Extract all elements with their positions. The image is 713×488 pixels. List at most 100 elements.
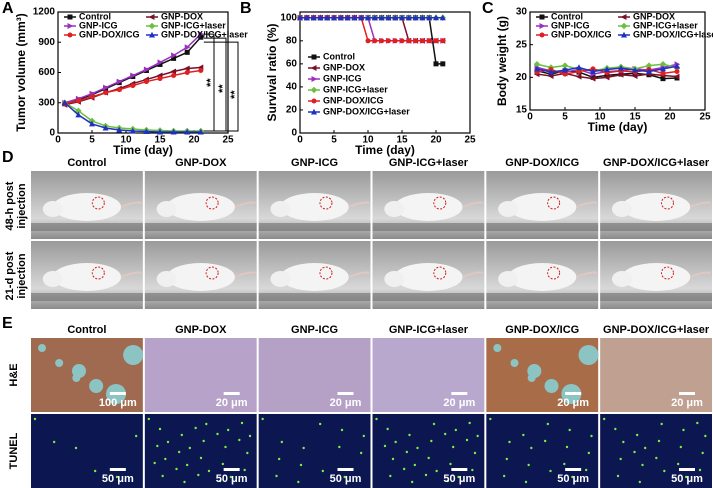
tunel-signal (183, 480, 186, 484)
legend-label: GNP-ICG+laser (633, 20, 698, 30)
ruler (144, 293, 257, 301)
marker (103, 84, 109, 91)
vacuole (72, 374, 81, 382)
mouse-body (52, 263, 122, 291)
tunel-signal (616, 474, 620, 478)
legend-label: GNP-DOX/ICG (79, 29, 140, 39)
tunel-signal (33, 417, 37, 421)
tunel-signal (164, 457, 167, 461)
marker (539, 32, 545, 38)
marker (157, 76, 163, 82)
vacuole (544, 379, 559, 393)
tunel-signal (221, 462, 225, 466)
x-tick-label: 25 (222, 135, 234, 146)
tunel-signal (394, 440, 397, 444)
marker (440, 38, 446, 44)
marker (392, 38, 398, 44)
tunel-signal (238, 438, 241, 442)
mouse-tail (689, 201, 712, 208)
marker (171, 55, 177, 61)
tunel-signal (643, 446, 647, 450)
tunel-signal (622, 440, 625, 444)
scale-bar-label: 20 μm (216, 397, 248, 409)
marker (130, 72, 137, 79)
marker (148, 22, 156, 30)
x-tick-label: 15 (396, 135, 408, 146)
marker (548, 68, 554, 75)
mouse-tail (234, 201, 256, 208)
tunel-signal (701, 451, 704, 455)
tunel-signal (246, 451, 249, 455)
tunel-signal (74, 446, 78, 450)
panel-label: C (482, 0, 494, 17)
tunel-signal (660, 422, 663, 426)
x-tick-label: 5 (89, 135, 95, 146)
marker (440, 61, 446, 67)
tunel-signal (261, 417, 264, 421)
tumor-marker (660, 266, 674, 280)
ruler (144, 223, 257, 231)
vacuole (38, 344, 46, 352)
tunel-signal (175, 467, 178, 471)
marker (143, 128, 150, 134)
y-axis-label: Body weight (g) (495, 16, 509, 106)
marker (198, 31, 205, 38)
tunel-signal (413, 463, 417, 467)
series-line (300, 17, 443, 42)
tunel-signal (115, 475, 119, 479)
scale-bar-label: 20 μm (330, 397, 362, 409)
marker (589, 75, 596, 82)
legend-label: Control (551, 11, 583, 21)
column-header: GNP-ICG+laser (389, 324, 469, 336)
tunel-signal (340, 428, 344, 432)
panel-label: E (2, 315, 13, 332)
marker (324, 14, 331, 21)
marker (311, 108, 317, 115)
tunel-signal (587, 451, 591, 455)
tunel-signal (655, 456, 658, 460)
tunel-signal (185, 463, 189, 467)
ruler (258, 223, 371, 231)
marker (659, 61, 667, 68)
tunel-signal (177, 450, 181, 454)
marker (116, 87, 122, 93)
tunel-signal (571, 475, 574, 479)
x-axis-label: Time (day) (113, 143, 173, 157)
marker (419, 14, 426, 21)
scale-bar-label: 20 μm (557, 397, 589, 409)
tunel-signal (430, 439, 433, 443)
x-tick-label: 15 (629, 112, 641, 123)
mouse-body (280, 263, 349, 291)
marker (562, 71, 568, 77)
marker (673, 73, 680, 80)
legend-label: GNP-ICG+laser (161, 20, 226, 30)
column-header: GNP-DOX (175, 157, 227, 169)
tunel-signal (633, 450, 636, 454)
marker (426, 38, 432, 44)
mouse-tail (348, 201, 370, 208)
tumor-marker (91, 196, 105, 210)
tunel-signal (565, 445, 569, 449)
x-tick-label: 0 (55, 135, 61, 146)
tunel-signal (682, 428, 685, 432)
tunel-signal (427, 456, 430, 460)
mouse-body (280, 193, 349, 221)
marker (576, 64, 582, 71)
tunel-signal (502, 474, 506, 478)
mouse-body (166, 263, 235, 291)
y-tick-label: 20 (516, 72, 528, 83)
legend-label: GNP-ICG (551, 20, 590, 30)
marker (392, 14, 399, 21)
ruler (486, 293, 599, 301)
y-tick-label: 1200 (33, 7, 56, 18)
mouse-body (52, 193, 122, 221)
x-tick-label: 10 (120, 135, 132, 146)
scale-bar (451, 392, 468, 395)
he-image (258, 338, 371, 412)
vacuole (89, 379, 104, 393)
tunel-signal (153, 461, 156, 465)
row-label: injection (16, 253, 28, 299)
tunel-signal (468, 421, 471, 425)
tunel-signal (635, 433, 639, 437)
